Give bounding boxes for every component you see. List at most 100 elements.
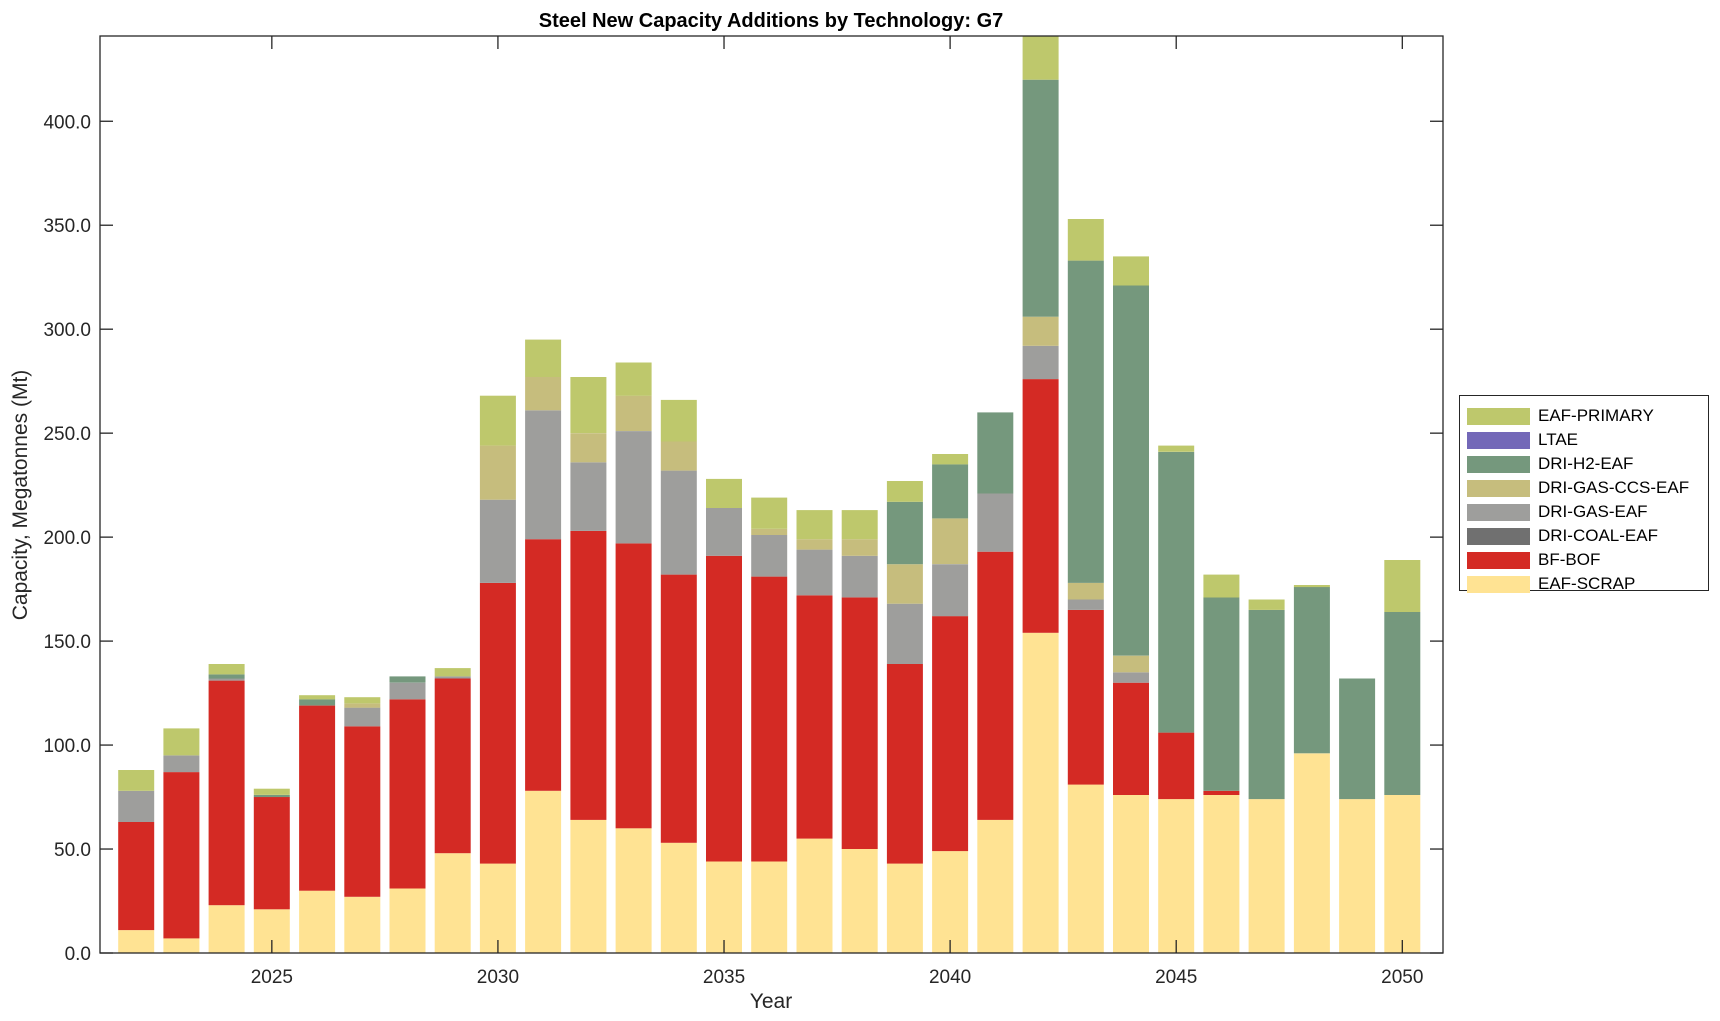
bar-dri-gas-ccs-eaf-2044 [1113, 655, 1149, 673]
bar-eaf-scrap-2030 [479, 863, 516, 953]
bar-dri-h2-eaf-2047 [1248, 609, 1285, 800]
x-tick-label: 2050 [1381, 967, 1423, 988]
bar-dri-gas-ccs-eaf-2043 [1067, 582, 1104, 600]
bar-dri-gas-eaf-2033 [615, 431, 652, 544]
bar-eaf-primary-2035 [706, 478, 742, 508]
legend-label: DRI-COAL-EAF [1538, 526, 1658, 545]
bar-eaf-scrap-2027 [344, 896, 381, 953]
legend-item-dri-coal-eaf: DRI-COAL-EAF [1467, 524, 1708, 548]
bar-eaf-scrap-2026 [299, 890, 336, 953]
bar-bf-bof-2039 [886, 664, 923, 864]
y-tick-label: 250.0 [43, 424, 91, 445]
bar-dri-gas-ccs-eaf-2042 [1022, 316, 1059, 346]
bar-bf-bof-2042 [1022, 379, 1059, 633]
bar-bf-bof-2022 [118, 822, 155, 931]
bar-dri-h2-eaf-2040 [932, 464, 969, 519]
bar-eaf-scrap-2049 [1339, 799, 1376, 953]
bar-bf-bof-2026 [299, 705, 336, 891]
legend-item-dri-h2-eaf: DRI-H2-EAF [1467, 452, 1708, 476]
bar-eaf-scrap-2041 [977, 819, 1014, 953]
bar-bf-bof-2038 [841, 597, 878, 849]
bar-eaf-primary-2050 [1384, 560, 1421, 612]
legend-swatch [1467, 479, 1530, 497]
bar-eaf-scrap-2028 [389, 888, 426, 953]
bar-eaf-primary-2031 [525, 339, 562, 377]
legend-item-dri-gas-eaf: DRI-GAS-EAF [1467, 500, 1708, 524]
bar-dri-gas-ccs-eaf-2036 [751, 528, 788, 535]
bar-dri-gas-eaf-2044 [1113, 672, 1149, 683]
bar-dri-gas-eaf-2040 [932, 564, 969, 617]
bar-eaf-primary-2024 [208, 664, 245, 675]
bar-dri-gas-eaf-2036 [751, 535, 788, 577]
bar-eaf-primary-2044 [1113, 256, 1149, 286]
legend-label: EAF-PRIMARY [1538, 406, 1654, 425]
y-tick-label: 200.0 [43, 528, 91, 549]
bar-dri-h2-eaf-2026 [299, 699, 336, 706]
bar-eaf-primary-2025 [253, 788, 290, 795]
bar-dri-h2-eaf-2046 [1203, 597, 1240, 791]
bar-eaf-scrap-2050 [1384, 795, 1421, 953]
y-axis: 0.0 50.0 100.0 150.0 200.0 250.0 300.0 350.0 400… [43, 112, 1443, 965]
legend-label: DRI-GAS-CCS-EAF [1538, 478, 1690, 497]
bar-eaf-primary-2023 [163, 728, 200, 756]
bar-eaf-scrap-2043 [1067, 784, 1104, 953]
x-axis-label: Year [750, 990, 792, 1013]
bar-bf-bof-2035 [706, 555, 742, 862]
bar-dri-gas-eaf-2041 [977, 493, 1014, 552]
y-tick-label: 400.0 [43, 112, 91, 133]
bar-eaf-scrap-2038 [841, 849, 878, 953]
bar-dri-h2-eaf-2048 [1293, 587, 1330, 754]
bar-dri-gas-ccs-eaf-2037 [796, 539, 833, 550]
bar-dri-h2-eaf-2025 [253, 795, 290, 798]
legend-swatch [1467, 503, 1530, 521]
bar-dri-h2-eaf-2039 [886, 501, 923, 565]
bar-dri-gas-eaf-2023 [163, 755, 200, 773]
plot-frame [99, 35, 1444, 954]
y-tick-label: 300.0 [43, 320, 91, 341]
bar-dri-gas-eaf-2027 [344, 707, 381, 727]
bar-eaf-primary-2039 [886, 481, 923, 502]
y-tick-label: 350.0 [43, 216, 91, 237]
chart-title: Steel New Capacity Additions by Technolo… [539, 10, 1004, 32]
bar-eaf-primary-2029 [434, 668, 471, 677]
bar-dri-gas-ccs-eaf-2040 [932, 518, 969, 565]
bar-eaf-primary-2042 [1022, 36, 1059, 80]
x-tick-label: 2035 [703, 967, 745, 988]
bar-eaf-primary-2036 [751, 497, 788, 529]
bar-eaf-scrap-2035 [706, 861, 742, 953]
bar-eaf-primary-2037 [796, 510, 833, 540]
bar-eaf-scrap-2034 [660, 842, 697, 953]
bar-dri-gas-eaf-2024 [208, 678, 245, 681]
bar-eaf-scrap-2022 [118, 930, 155, 953]
bars-group [118, 36, 1421, 953]
bar-eaf-scrap-2031 [525, 790, 562, 953]
bar-dri-gas-ccs-eaf-2038 [841, 539, 878, 556]
bar-dri-gas-eaf-2038 [841, 555, 878, 598]
legend-label: BF-BOF [1538, 550, 1601, 569]
bar-dri-gas-eaf-2028 [389, 682, 426, 700]
y-tick-label: 150.0 [43, 632, 91, 653]
y-tick-label: 0.0 [65, 944, 91, 965]
bar-bf-bof-2030 [479, 582, 516, 864]
bar-eaf-scrap-2045 [1158, 799, 1195, 953]
bar-eaf-scrap-2036 [751, 861, 788, 953]
bar-dri-gas-ccs-eaf-2039 [886, 564, 923, 604]
bar-bf-bof-2032 [570, 530, 607, 820]
bar-eaf-primary-2030 [479, 395, 516, 446]
bar-eaf-scrap-2040 [932, 851, 969, 953]
bar-dri-gas-eaf-2030 [479, 499, 516, 583]
bar-dri-gas-eaf-2037 [796, 549, 833, 596]
bar-dri-h2-eaf-2042 [1022, 79, 1059, 317]
bar-bf-bof-2023 [163, 772, 200, 939]
bar-eaf-scrap-2039 [886, 863, 923, 953]
bar-bf-bof-2024 [208, 680, 245, 906]
bar-bf-bof-2037 [796, 595, 833, 839]
bar-eaf-scrap-2023 [163, 938, 200, 953]
bar-dri-h2-eaf-2028 [389, 676, 426, 683]
bar-eaf-primary-2047 [1248, 599, 1285, 610]
bar-bf-bof-2046 [1203, 790, 1240, 795]
bar-eaf-primary-2026 [299, 695, 336, 700]
x-tick-label: 2040 [929, 967, 971, 988]
bar-dri-gas-eaf-2032 [570, 462, 607, 531]
bar-dri-h2-eaf-2045 [1158, 451, 1195, 733]
